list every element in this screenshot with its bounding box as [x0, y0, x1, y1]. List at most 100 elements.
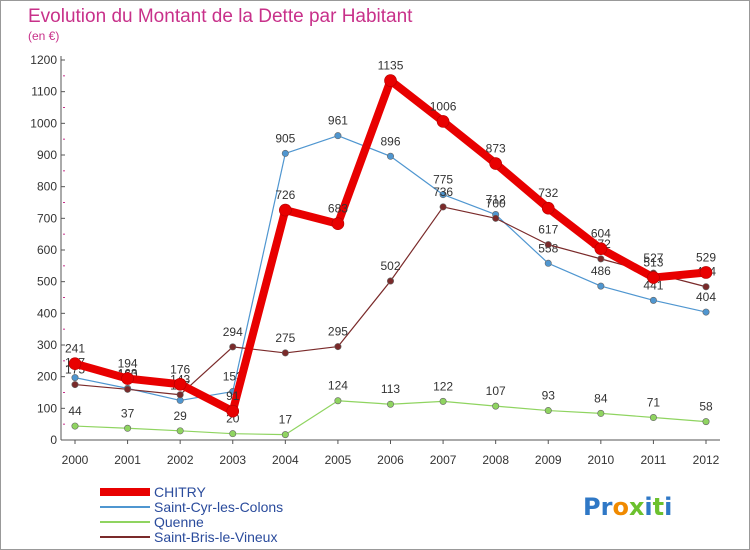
data-label: 122	[433, 379, 453, 393]
data-point	[384, 74, 397, 87]
y-tick-label: 800	[37, 180, 57, 194]
y-tick-label: 400	[37, 306, 57, 320]
x-tick-label: 2000	[62, 453, 89, 467]
y-tick-label: 1100	[31, 85, 57, 99]
data-point	[699, 266, 713, 279]
x-tick-label: 2002	[167, 453, 194, 467]
data-label: 700	[486, 196, 506, 210]
y-tick-label: 700	[37, 211, 57, 225]
data-point	[229, 343, 237, 351]
data-point	[386, 400, 394, 408]
data-point	[544, 241, 552, 249]
x-tick-label: 2005	[325, 453, 352, 467]
data-label: 44	[68, 404, 82, 418]
data-point	[176, 427, 184, 435]
data-label: 84	[594, 391, 608, 405]
data-point	[594, 242, 608, 256]
data-point	[334, 397, 342, 405]
x-tick-label: 2009	[535, 453, 562, 467]
data-point	[544, 259, 552, 267]
data-point	[649, 296, 657, 304]
data-label: 527	[643, 251, 663, 265]
data-point	[281, 349, 289, 357]
x-tick-label: 2003	[219, 453, 246, 467]
data-point	[334, 343, 342, 351]
data-label: 93	[542, 389, 556, 403]
data-label: 1006	[430, 99, 457, 113]
data-label: 604	[591, 227, 611, 241]
data-point	[229, 430, 237, 438]
data-label: 58	[699, 400, 713, 414]
data-label: 736	[433, 185, 453, 199]
data-point	[439, 203, 447, 211]
data-point	[597, 282, 605, 290]
y-tick-label: 1200	[30, 53, 57, 67]
data-point	[492, 402, 500, 410]
data-point	[68, 357, 82, 370]
data-point	[702, 418, 710, 426]
data-label: 441	[643, 278, 663, 292]
legend-label: Saint-Bris-le-Vineux	[154, 529, 277, 545]
data-label: 683	[328, 202, 348, 216]
legend-label: Saint-Cyr-les-Colons	[154, 499, 283, 515]
data-point	[439, 397, 447, 405]
x-tick-label: 2004	[272, 453, 299, 467]
data-label: 712	[486, 193, 506, 207]
data-point	[436, 115, 450, 128]
series-layer: 1971631251539059618967757125584864414044…	[65, 59, 716, 439]
data-point	[544, 407, 552, 415]
data-point	[279, 203, 292, 217]
y-tick-label: 0	[50, 433, 57, 447]
data-label: 896	[380, 134, 400, 148]
y-tick-label: 300	[37, 338, 57, 352]
data-point	[386, 152, 394, 160]
data-point	[439, 191, 447, 199]
data-label: 529	[696, 250, 716, 264]
y-tick-label: 1000	[30, 116, 57, 130]
data-point	[124, 385, 132, 393]
chart-subtitle: (en €)	[28, 29, 59, 43]
data-point	[386, 277, 394, 285]
legend-label: Quenne	[154, 514, 204, 530]
series-saint-cyr-les-colons: 197163125153905961896775712558486441404	[65, 114, 716, 404]
data-label: 294	[223, 325, 243, 339]
data-label: 176	[170, 362, 190, 376]
y-tick-label: 600	[37, 243, 57, 257]
data-point	[71, 422, 79, 430]
x-tick-label: 2006	[377, 453, 404, 467]
data-label: 37	[121, 406, 135, 420]
data-label: 295	[328, 325, 348, 339]
data-point	[121, 372, 134, 385]
legend-label: CHITRY	[154, 484, 207, 500]
data-point	[597, 255, 605, 263]
data-point	[331, 217, 345, 231]
data-label: 502	[380, 259, 400, 273]
data-point	[647, 271, 660, 284]
data-label: 775	[433, 173, 453, 187]
data-point	[176, 391, 184, 399]
data-point	[649, 414, 657, 422]
data-point	[334, 132, 342, 140]
y-tick-label: 200	[37, 370, 57, 384]
data-label: 91	[226, 389, 240, 403]
data-label: 194	[118, 357, 138, 371]
data-label: 1135	[378, 59, 404, 73]
data-label: 617	[538, 223, 558, 237]
data-point	[281, 431, 289, 439]
data-label: 732	[538, 186, 558, 200]
data-point	[71, 374, 79, 382]
chart-title: Evolution du Montant de la Dette par Hab…	[28, 6, 413, 27]
y-tick-label: 900	[37, 148, 57, 162]
axes: 0 100 200 300 400 500 600 700 800 900 1000 1100 1200…	[30, 53, 720, 467]
data-point	[173, 377, 187, 391]
data-label: 71	[647, 396, 661, 410]
data-point	[124, 424, 132, 432]
x-tick-label: 2001	[114, 453, 141, 467]
x-tick-label: 2008	[482, 453, 509, 467]
x-tick-label: 2007	[430, 453, 457, 467]
x-tick-label: 2010	[587, 453, 614, 467]
data-point	[702, 283, 710, 291]
data-point	[541, 201, 555, 215]
